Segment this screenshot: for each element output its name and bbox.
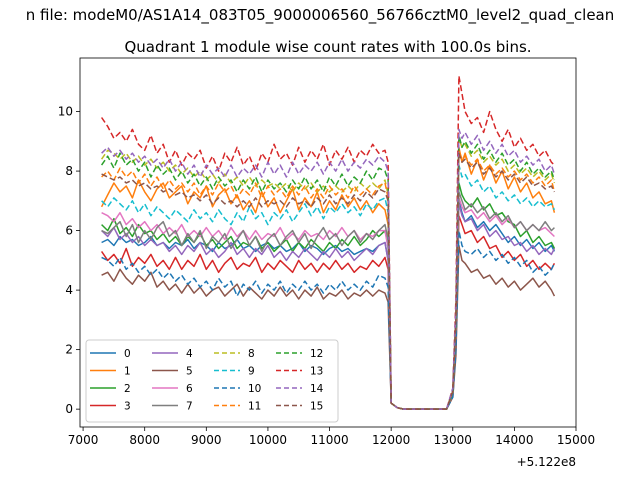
x-tick-label: 15000 [557, 433, 595, 447]
series-line-14 [101, 128, 556, 410]
x-tick-label: 13000 [434, 433, 472, 447]
plot-frame [79, 57, 577, 428]
legend-label-8: 8 [248, 348, 255, 360]
legend-label-0: 0 [124, 348, 131, 360]
legend-label-4: 4 [186, 348, 193, 360]
chart-title: Quadrant 1 module wise count rates with … [124, 38, 531, 56]
series-line-4 [101, 203, 556, 410]
x-tick-label: 7000 [68, 433, 99, 447]
x-tick-label: 10000 [249, 433, 287, 447]
series-line-1 [100, 146, 556, 410]
x-tick-label: 9000 [191, 433, 222, 447]
legend-label-11: 11 [248, 401, 261, 413]
x-tick-label: 14000 [495, 433, 533, 447]
y-tick-label: 6 [65, 224, 73, 238]
series-line-6 [101, 197, 555, 410]
legend-label-15: 15 [310, 401, 323, 413]
legend-label-12: 12 [310, 348, 323, 360]
legend-label-9: 9 [248, 366, 255, 378]
legend-box [85, 339, 339, 423]
series-line-3 [100, 214, 556, 410]
y-tick-label: 10 [58, 105, 73, 119]
series-line-7 [101, 191, 555, 410]
x-offset-label: +5.122e8 [517, 455, 576, 469]
x-tick-label: 12000 [372, 433, 410, 447]
series-lines [100, 75, 556, 410]
x-tick-label: 11000 [310, 433, 348, 447]
series-line-5 [101, 244, 556, 410]
series-line-10 [101, 229, 556, 410]
series-line-11 [101, 149, 556, 410]
series-line-12 [100, 134, 556, 410]
y-tick-label: 0 [65, 402, 73, 416]
legend-label-5: 5 [186, 366, 193, 378]
axes: 7000 8000 9000 10000 11000 12000 13000 14000 150… [58, 57, 595, 447]
x-tick-label: 8000 [129, 433, 160, 447]
legend-label-1: 1 [124, 366, 131, 378]
legend-label-14: 14 [310, 383, 324, 395]
legend-label-2: 2 [124, 383, 131, 395]
y-tick-label: 8 [65, 164, 73, 178]
legend-label-6: 6 [186, 383, 193, 395]
legend-label-10: 10 [248, 383, 261, 395]
y-tick-label: 2 [65, 343, 73, 357]
chart-suptitle: n file: modeM0/AS1A14_083T05_9000006560_… [26, 6, 615, 25]
series-line-9 [101, 164, 556, 410]
legend-label-7: 7 [186, 401, 193, 413]
y-tick-label: 4 [65, 283, 73, 297]
legend-label-13: 13 [310, 366, 323, 378]
legend-label-3: 3 [124, 401, 131, 413]
